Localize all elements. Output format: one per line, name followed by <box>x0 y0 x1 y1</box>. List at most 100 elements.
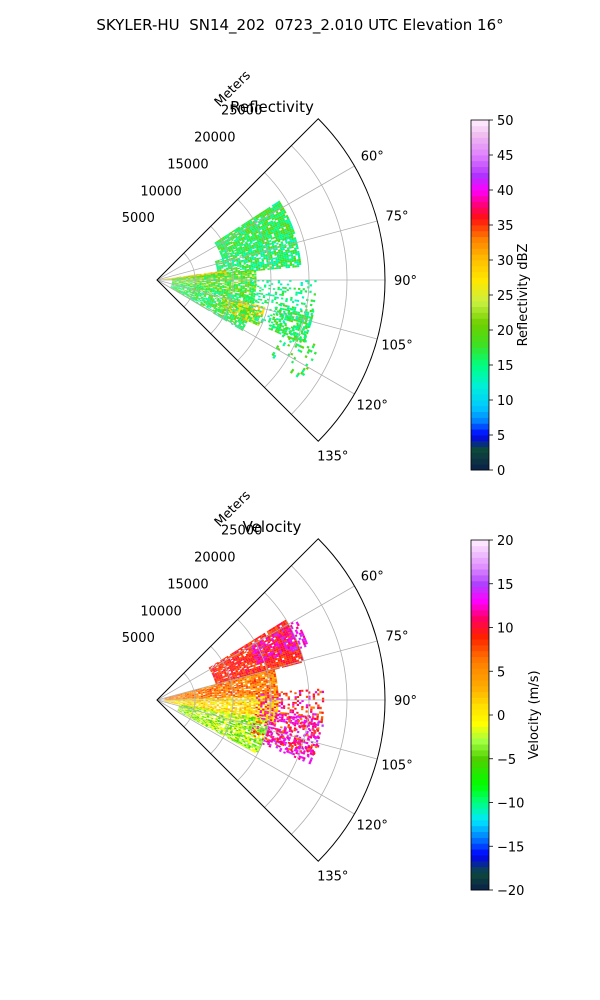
reflectivity-gate <box>290 296 293 299</box>
reflectivity-gate <box>224 250 227 252</box>
reflectivity-gate <box>294 265 297 268</box>
reflectivity-gate <box>260 268 263 271</box>
reflectivity-gate <box>254 286 257 288</box>
reflectivity-gate <box>222 273 225 275</box>
reflectivity-gate <box>234 235 238 238</box>
reflectivity-gate <box>206 281 209 283</box>
reflectivity-gate <box>219 268 222 270</box>
reflectivity-angle-tick-label: 90° <box>394 274 417 289</box>
reflectivity-gate <box>277 240 281 243</box>
reflectivity-gate <box>228 238 231 241</box>
reflectivity-gate <box>269 214 273 217</box>
reflectivity-colorbar-segment <box>471 370 489 378</box>
reflectivity-gate <box>260 255 264 258</box>
reflectivity-gate <box>277 236 281 240</box>
reflectivity-gate <box>261 222 265 226</box>
reflectivity-gate <box>236 244 240 247</box>
reflectivity-gate <box>278 252 282 255</box>
reflectivity-gate <box>210 283 214 285</box>
reflectivity-gate <box>287 260 290 263</box>
reflectivity-gate <box>286 283 290 286</box>
reflectivity-gate <box>239 266 242 268</box>
reflectivity-gate <box>230 248 234 251</box>
reflectivity-gate <box>276 254 280 258</box>
reflectivity-gate <box>289 246 292 249</box>
reflectivity-gate <box>233 277 236 279</box>
reflectivity-gate <box>217 246 220 249</box>
reflectivity-gate <box>219 275 223 276</box>
velocity-gate <box>225 693 229 695</box>
reflectivity-gate <box>266 228 270 231</box>
reflectivity-gate <box>216 244 219 247</box>
reflectivity-gate <box>192 274 195 276</box>
reflectivity-gate <box>242 226 246 229</box>
reflectivity-gate <box>181 280 184 282</box>
reflectivity-gate <box>215 275 218 277</box>
reflectivity-gate <box>260 247 264 250</box>
reflectivity-gate <box>254 230 258 233</box>
reflectivity-gate <box>221 251 225 253</box>
reflectivity-gate <box>201 282 204 284</box>
reflectivity-gate <box>282 287 285 289</box>
reflectivity-gate <box>240 252 244 254</box>
reflectivity-gate <box>277 229 280 232</box>
reflectivity-gate <box>267 223 270 227</box>
reflectivity-gate <box>251 255 254 258</box>
reflectivity-gate <box>238 250 242 253</box>
reflectivity-gate <box>243 232 247 235</box>
reflectivity-gate <box>268 221 272 224</box>
reflectivity-gate <box>279 223 283 227</box>
reflectivity-gate <box>281 294 284 296</box>
reflectivity-gate <box>281 255 285 258</box>
reflectivity-gate <box>217 283 220 284</box>
velocity-gate <box>207 696 211 698</box>
reflectivity-gate <box>240 272 243 274</box>
velocity-gate <box>250 690 254 693</box>
reflectivity-colorbar-segment <box>471 201 489 208</box>
reflectivity-gate <box>224 256 227 259</box>
reflectivity-gate <box>287 224 291 228</box>
reflectivity-gate <box>192 277 195 278</box>
reflectivity-gate <box>226 256 229 258</box>
reflectivity-gate <box>255 254 259 257</box>
reflectivity-gate <box>254 276 257 278</box>
reflectivity-gate <box>218 266 221 268</box>
reflectivity-gate <box>236 263 240 265</box>
reflectivity-gate <box>266 233 270 236</box>
reflectivity-gate <box>266 281 269 284</box>
reflectivity-gate <box>236 277 239 279</box>
reflectivity-gate <box>206 276 209 278</box>
reflectivity-gate <box>276 267 279 270</box>
reflectivity-gate <box>247 236 251 239</box>
reflectivity-gate <box>262 294 266 297</box>
reflectivity-gate <box>288 222 292 225</box>
reflectivity-gate <box>210 282 214 284</box>
reflectivity-gate <box>281 292 285 295</box>
reflectivity-gate <box>190 283 193 284</box>
velocity-gate <box>273 688 276 691</box>
reflectivity-gate <box>223 235 227 238</box>
reflectivity-gate <box>251 245 255 248</box>
reflectivity-gate <box>196 274 200 275</box>
reflectivity-gate <box>244 288 248 290</box>
reflectivity-gate <box>272 230 276 234</box>
reflectivity-gate <box>281 221 284 224</box>
velocity-gate <box>226 696 229 698</box>
reflectivity-gate <box>188 276 191 278</box>
reflectivity-gate <box>185 282 189 283</box>
reflectivity-colorbar-segment <box>471 236 489 243</box>
reflectivity-gate <box>273 264 277 267</box>
reflectivity-gate <box>192 276 195 277</box>
reflectivity-gate <box>206 285 209 287</box>
reflectivity-gate <box>252 249 255 252</box>
reflectivity-gate <box>217 272 220 274</box>
reflectivity-gate <box>281 233 284 237</box>
reflectivity-gate <box>242 278 246 280</box>
reflectivity-gate <box>242 289 245 291</box>
reflectivity-gate <box>238 284 241 286</box>
reflectivity-gate <box>259 241 263 244</box>
reflectivity-gate <box>224 272 227 274</box>
reflectivity-gate <box>230 253 233 256</box>
reflectivity-gate <box>242 286 245 288</box>
reflectivity-gate <box>229 241 233 244</box>
